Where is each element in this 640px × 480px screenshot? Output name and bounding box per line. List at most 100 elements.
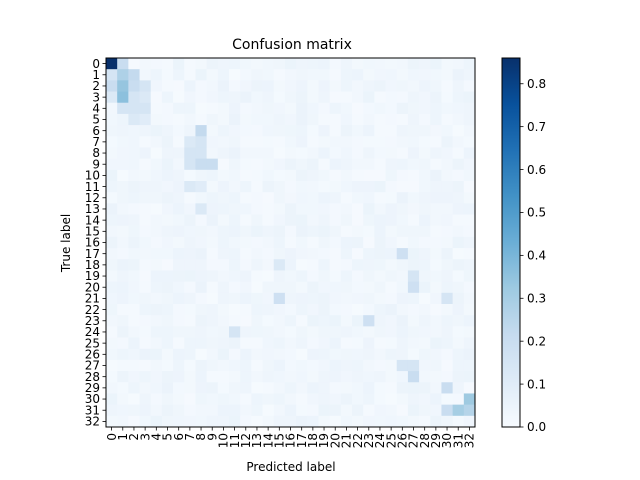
heatmap-cell [195,69,208,81]
heatmap-cell [229,69,241,81]
heatmap-cell [352,292,364,305]
heatmap-cell [184,214,196,227]
x-tick-label: 30 [440,433,454,448]
heatmap-cell [195,259,208,271]
heatmap-cell [284,337,297,350]
heatmap-cell [419,80,431,92]
heatmap-cell [452,58,465,70]
heatmap-cell [340,169,353,182]
heatmap-cell [352,382,364,394]
x-tick-label: 15 [273,433,287,448]
heatmap-cell [106,113,118,126]
heatmap-cell [184,158,196,171]
heatmap-cell [430,80,442,92]
heatmap-cell [240,214,252,227]
heatmap-cell [385,136,398,148]
heatmap-cell [441,348,454,361]
heatmap-cell [173,80,185,92]
heatmap-cell [340,404,353,417]
heatmap-cell [296,292,308,305]
heatmap-cell [161,326,174,338]
heatmap-cell [396,348,409,361]
heatmap-cell [407,371,420,383]
heatmap-cell [363,259,375,271]
heatmap-cell [251,259,263,271]
heatmap-cell [396,147,409,160]
heatmap-cell [173,113,185,126]
heatmap-cell [273,69,286,81]
heatmap-cell [229,393,241,406]
heatmap-cell [217,147,230,160]
heatmap-cell [396,214,409,227]
heatmap-cell [206,281,219,294]
heatmap-cell [173,181,185,193]
heatmap-cell [329,102,342,115]
heatmap-cell [363,158,375,171]
heatmap-cell [318,393,331,406]
heatmap-cell [452,337,465,350]
y-tick-label: 13 [85,202,100,216]
heatmap-cell [452,270,465,283]
heatmap-cell [128,371,140,383]
heatmap-cell [430,102,442,115]
heatmap-cell [396,326,409,338]
heatmap-cell [251,181,263,193]
heatmap-cell [407,158,420,171]
heatmap-cell [217,281,230,294]
heatmap-cell [240,248,252,260]
heatmap-cell [463,382,476,394]
heatmap-cell [363,393,375,406]
heatmap-cell [396,292,409,305]
heatmap-cell [251,270,263,283]
heatmap-cell [385,259,398,271]
heatmap-cell [173,125,185,137]
heatmap-cell [273,415,286,428]
heatmap-cell [206,404,219,417]
heatmap-cell [463,169,476,182]
heatmap-cell [441,281,454,294]
heatmap-cell [385,382,398,394]
heatmap-cell [452,158,465,171]
heatmap-cell [106,181,118,193]
heatmap-cell [407,125,420,137]
heatmap-cell [363,58,375,70]
heatmap-cell [139,214,152,227]
heatmap-cell [441,270,454,283]
heatmap-cell [229,80,241,92]
y-tick-label: 21 [85,292,100,306]
heatmap-cell [284,80,297,92]
heatmap-cell [441,393,454,406]
heatmap-cell [452,125,465,137]
heatmap-cell [229,371,241,383]
heatmap-cell [407,225,420,238]
heatmap-cell [161,281,174,294]
heatmap-cell [206,315,219,327]
heatmap-cell [195,393,208,406]
heatmap-cell [452,348,465,361]
heatmap-cell [229,382,241,394]
heatmap-cell [296,236,308,249]
heatmap-cell [106,169,118,182]
heatmap-cell [128,102,140,115]
heatmap-cell [385,281,398,294]
heatmap-cell [284,225,297,238]
heatmap-cell [184,58,196,70]
heatmap-cell [352,337,364,350]
heatmap-cell [296,80,308,92]
heatmap-cell [296,113,308,126]
heatmap-cell [161,225,174,238]
heatmap-cell [296,281,308,294]
heatmap-cell [284,404,297,417]
heatmap-cell [352,371,364,383]
heatmap-cell [117,404,129,417]
heatmap-cell [407,270,420,283]
heatmap-cell [363,292,375,305]
y-tick-label: 22 [85,303,100,317]
heatmap-cell [419,371,431,383]
heatmap-cell [217,192,230,204]
heatmap-cell [262,292,275,305]
heatmap-cell [430,415,442,428]
heatmap-cell [251,337,263,350]
colorbar-tick-label: 0.6 [527,163,546,177]
heatmap-cell [206,225,219,238]
